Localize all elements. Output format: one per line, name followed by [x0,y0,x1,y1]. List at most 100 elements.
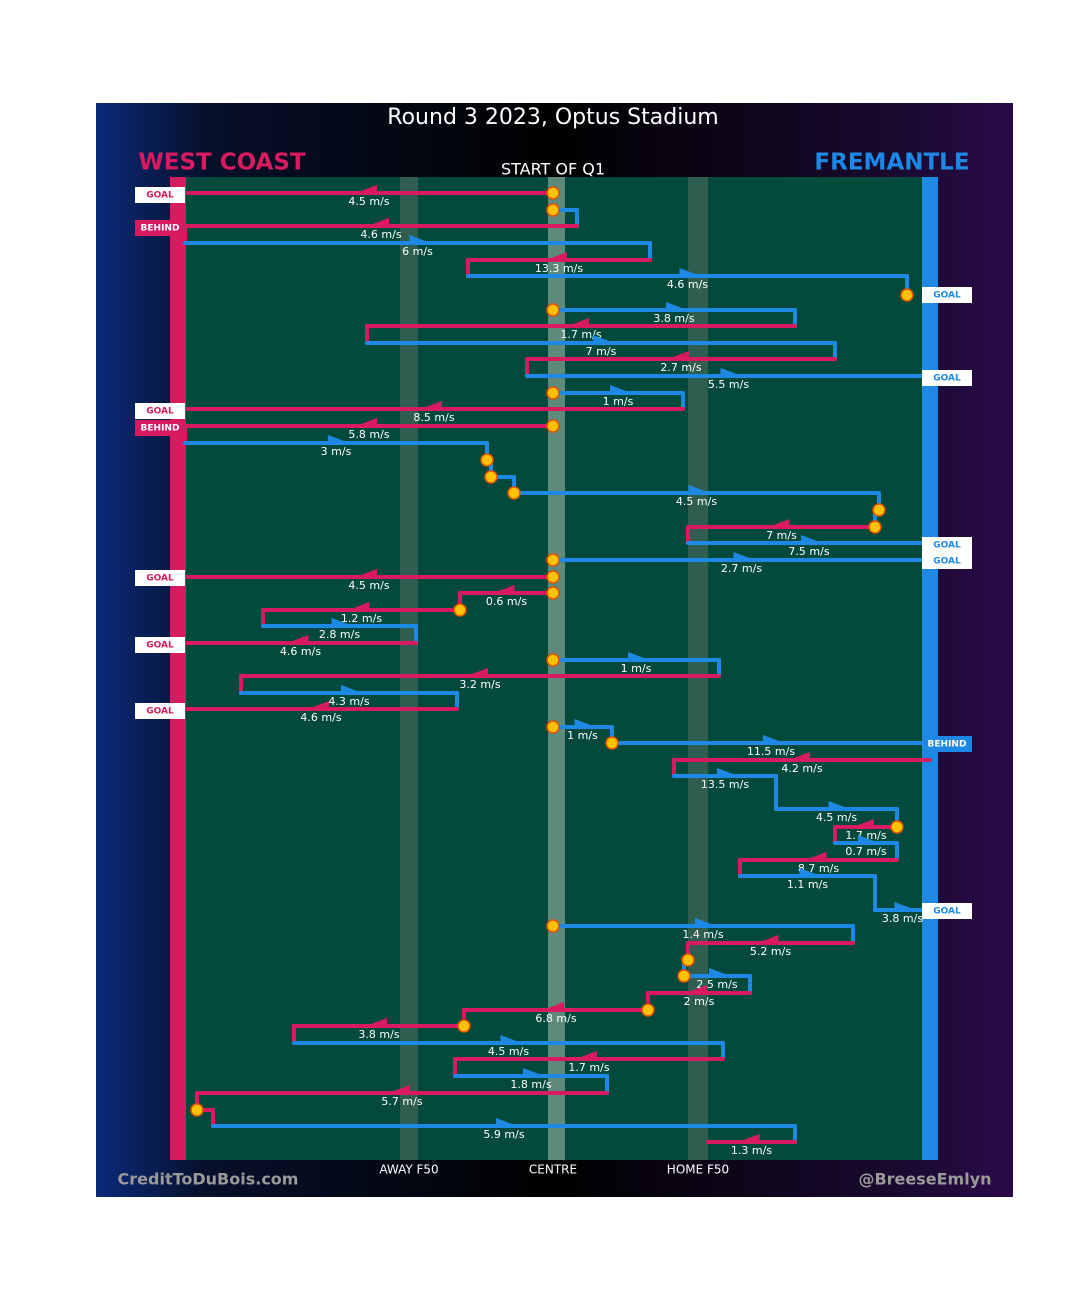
speed-label: 1.8 m/s [510,1078,551,1091]
direction-arrow [799,868,816,877]
direction-arrow [551,252,567,261]
ball-marker [546,186,560,200]
speed-label: 1 m/s [567,729,598,742]
ball-marker [190,1103,204,1117]
direction-arrow [720,368,737,377]
outcome-label: GOAL [146,191,174,201]
direction-arrow [628,652,644,661]
outcome-badge [922,287,972,303]
direction-arrow [328,435,344,444]
ball-marker [546,553,560,567]
direction-arrow [828,801,845,810]
ball-marker [605,736,619,750]
outcome-badge [135,703,185,719]
speed-label: 5.2 m/s [750,945,791,958]
speed-label: 2.7 m/s [721,562,762,575]
direction-arrow [523,1068,539,1077]
direction-arrow [500,1035,517,1044]
speed-label: 1.4 m/s [682,928,723,941]
outcome-badge [135,220,185,236]
ball-marker [484,470,498,484]
direction-arrow [472,668,488,677]
direction-arrow [361,569,377,578]
ball-marker [546,720,560,734]
ball-marker [546,586,560,600]
speed-label: 6.8 m/s [535,1012,576,1025]
home-f50-band [688,177,708,1160]
outcome-label: BEHIND [928,740,967,750]
outcome-badge [922,553,972,569]
speed-label: 6 m/s [402,245,433,258]
speed-label: 4.6 m/s [667,278,708,291]
direction-arrow [573,318,589,327]
speed-label: 4.3 m/s [328,695,369,708]
outcome-label: GOAL [146,707,174,717]
direction-arrow [581,1051,597,1060]
outcome-label: GOAL [933,291,961,301]
outcome-badge [922,903,972,919]
speed-label: 7 m/s [586,345,617,358]
speed-label: 4.6 m/s [300,711,341,724]
direction-arrow [371,1018,387,1027]
ball-marker [872,503,886,517]
field-label: HOME F50 [667,1163,729,1177]
speed-label: 1.1 m/s [787,878,828,891]
ball-marker [900,288,914,302]
speed-label: 1.7 m/s [845,829,886,842]
speed-label: 3.2 m/s [459,678,500,691]
speed-label: 1.3 m/s [731,1144,772,1157]
right-team: FREMANTLE [814,150,969,176]
ball-marker [546,303,560,317]
speed-label: 5.5 m/s [708,378,749,391]
outcome-label: GOAL [933,541,961,551]
speed-label: 5.8 m/s [348,428,389,441]
direction-arrow [801,535,817,544]
speed-label: 4.5 m/s [676,495,717,508]
speed-label: 3.8 m/s [358,1028,399,1041]
direction-arrow [858,819,874,828]
direction-arrow [313,701,329,710]
direction-arrow [548,1002,564,1011]
direction-arrow [292,635,309,644]
away-f50-band [400,177,418,1160]
subtitle: START OF Q1 [501,160,605,179]
field-label: AWAY F50 [379,1163,438,1177]
ball-marker [480,453,494,467]
direction-arrow [894,902,911,911]
direction-arrow [695,918,711,927]
outcome-label: GOAL [146,641,174,651]
speed-label: 0.6 m/s [486,595,527,608]
credit: @BreeseEmlyn [858,1170,991,1189]
speed-label: 1.7 m/s [560,328,601,341]
outcome-label: BEHIND [141,424,180,434]
ball-marker [453,603,467,617]
outcome-badge [135,637,185,653]
ball-marker [546,203,560,217]
ball-marker [868,520,882,534]
speed-label: 13.3 m/s [535,262,583,275]
speed-label: 5.9 m/s [483,1128,524,1141]
ball-marker [641,1003,655,1017]
speed-label: 7.5 m/s [788,545,829,558]
direction-arrow [794,752,810,761]
outcome-badge [922,537,972,553]
outcome-badge [135,420,185,436]
direction-arrow [688,485,705,494]
speed-label: 1 m/s [621,662,652,675]
outcome-badge [135,570,185,586]
speed-label: 2.7 m/s [660,361,701,374]
speed-label: 2 m/s [684,995,715,1008]
speed-label: 13.5 m/s [701,778,749,791]
speed-label: 4.6 m/s [280,645,321,658]
speed-label: 4.2 m/s [781,762,822,775]
direction-arrow [409,235,426,244]
speed-label: 4.6 m/s [360,228,401,241]
direction-arrow [394,1085,410,1094]
speed-label: 1.2 m/s [341,612,382,625]
direction-arrow [733,552,750,561]
outcome-label: GOAL [933,907,961,917]
direction-arrow [743,1134,760,1143]
direction-arrow [762,935,779,944]
direction-arrow [691,985,707,994]
outcome-label: GOAL [146,574,174,584]
